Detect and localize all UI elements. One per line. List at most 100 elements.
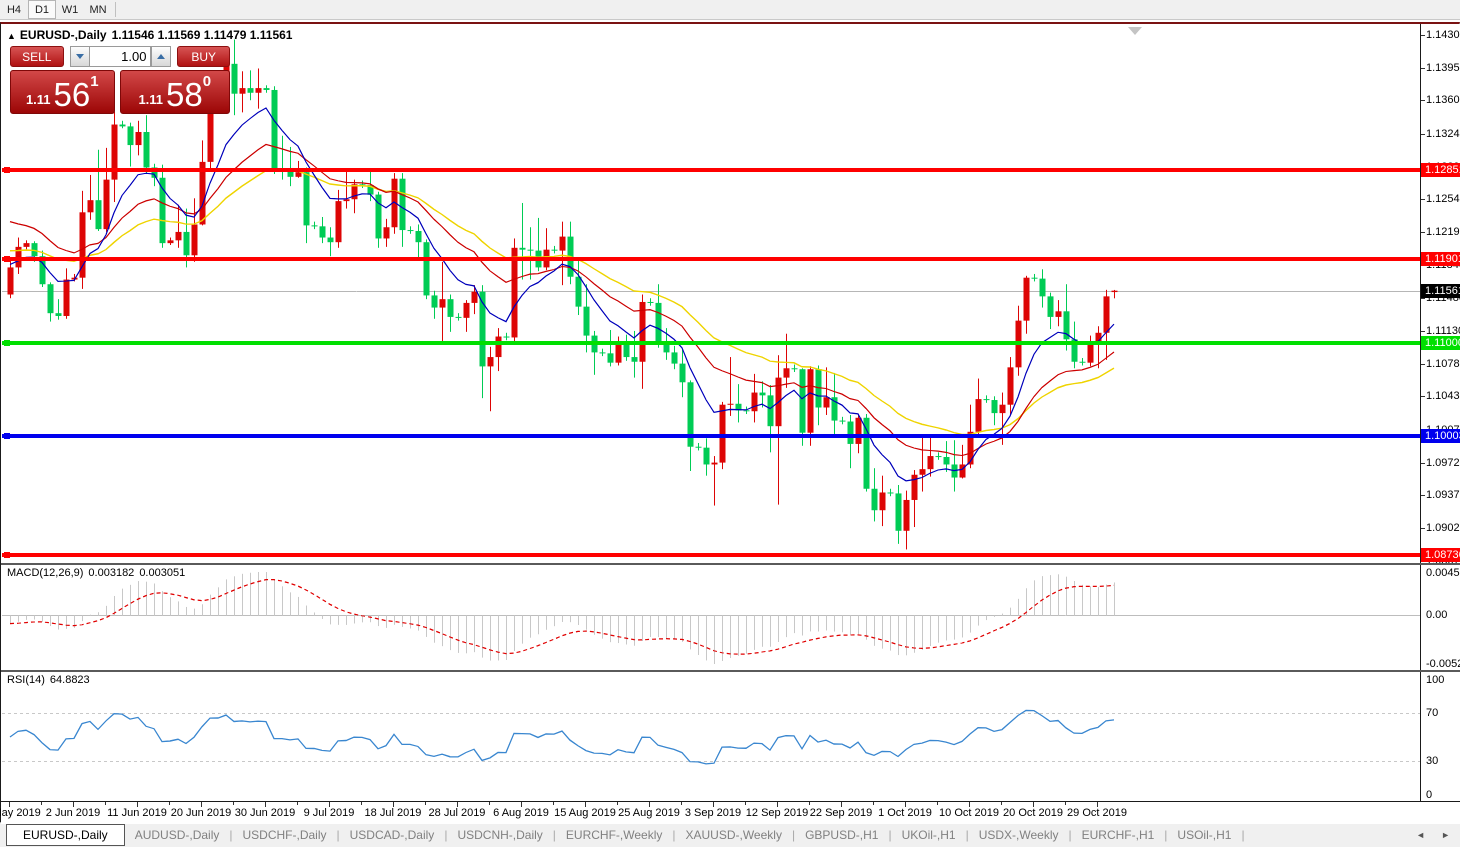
price-axis-label: 1.12540 bbox=[1426, 193, 1460, 206]
date-axis-label: 6 Aug 2019 bbox=[493, 807, 549, 819]
time-axis-tick bbox=[361, 802, 362, 805]
sell-button[interactable]: SELL bbox=[10, 46, 64, 67]
chart-tab-xauusd-weekly[interactable]: XAUUSD-,Weekly bbox=[685, 828, 782, 842]
date-axis-label: 25 Aug 2019 bbox=[618, 807, 680, 819]
chart-tab-eurusd-daily[interactable]: EURUSD-,Daily bbox=[6, 824, 125, 846]
price-axis-label: 1.13240 bbox=[1426, 127, 1460, 140]
time-axis-tick bbox=[1065, 802, 1066, 805]
time-axis-tick bbox=[393, 802, 394, 807]
price-axis[interactable]: 1.143001.139501.136001.132401.128901.125… bbox=[1420, 24, 1460, 801]
timeframe-button-mn[interactable]: MN bbox=[84, 0, 112, 19]
volume-input[interactable] bbox=[89, 46, 152, 67]
date-axis-label: 28 Jul 2019 bbox=[428, 807, 486, 819]
buy-button[interactable]: BUY bbox=[177, 46, 230, 67]
sell-price-display[interactable]: 1.11 56 1 bbox=[10, 70, 115, 114]
timeframe-button-w1[interactable]: W1 bbox=[56, 0, 84, 19]
date-axis-label: 15 Aug 2019 bbox=[554, 807, 616, 819]
chart-tab-ukoil-h1[interactable]: UKOil-,H1 bbox=[901, 828, 956, 842]
volume-increase-button[interactable] bbox=[151, 46, 172, 67]
timeframe-button-h4[interactable]: H4 bbox=[0, 0, 28, 19]
price-axis-label: 1.12190 bbox=[1426, 225, 1460, 238]
time-axis-tick bbox=[713, 802, 714, 807]
chart-tab-usdcnh-daily[interactable]: USDCNH-,Daily bbox=[457, 828, 543, 842]
time-axis-tick bbox=[841, 802, 842, 807]
buy-price-point: 0 bbox=[202, 73, 212, 90]
macd-signal-value: 0.003051 bbox=[139, 567, 186, 579]
tab-separator: | bbox=[672, 828, 676, 842]
date-axis-label: 29 Oct 2019 bbox=[1067, 807, 1127, 819]
date-axis-label: 3 Sep 2019 bbox=[684, 807, 742, 819]
timeframe-button-d1[interactable]: D1 bbox=[28, 0, 56, 19]
date-axis-label: 18 Jul 2019 bbox=[364, 807, 422, 819]
price-axis-tick bbox=[1421, 133, 1425, 135]
time-axis-tick bbox=[745, 802, 746, 805]
tab-scroll-right-icon[interactable]: ► bbox=[1441, 830, 1450, 840]
timeframe-toolbar: H4 D1 W1 MN bbox=[0, 0, 1460, 20]
time-axis-tick bbox=[201, 802, 202, 807]
chart-ohlc-values: 1.11546 1.11569 1.11479 1.11561 bbox=[111, 28, 293, 42]
rsi-axis-label: 70 bbox=[1426, 707, 1439, 719]
time-axis-tick bbox=[649, 802, 650, 807]
time-axis-tick bbox=[1033, 802, 1034, 807]
macd-indicator-label: MACD(12,26,9) 0.003182 0.003051 bbox=[7, 567, 185, 579]
date-axis-label: 20 Jun 2019 bbox=[170, 807, 232, 819]
rsi-pane-canvas[interactable] bbox=[2, 673, 1420, 801]
tab-separator: | bbox=[444, 828, 448, 842]
date-axis-label: 9 Jul 2019 bbox=[303, 807, 355, 819]
price-axis-tick bbox=[1421, 100, 1425, 102]
tab-separator: | bbox=[1068, 828, 1072, 842]
collapse-panel-icon[interactable]: ▲ bbox=[7, 31, 16, 41]
buy-price-pips: 58 bbox=[166, 76, 203, 113]
chart-title: ▲ EURUSD-,Daily 1.11546 1.11569 1.11479 1.… bbox=[7, 28, 292, 42]
rsi-axis-label: 100 bbox=[1426, 674, 1445, 686]
rsi-name: RSI(14) bbox=[7, 674, 45, 686]
chart-tab-audusd-daily[interactable]: AUDUSD-,Daily bbox=[134, 828, 220, 842]
macd-axis-min: -0.005205 bbox=[1426, 658, 1460, 670]
volume-decrease-button[interactable] bbox=[69, 46, 90, 67]
toolbar-separator bbox=[115, 2, 116, 17]
chart-tab-usdchf-daily[interactable]: USDCHF-,Daily bbox=[242, 828, 327, 842]
time-axis-tick bbox=[905, 802, 906, 807]
price-axis-tick bbox=[1421, 199, 1425, 201]
sell-price-pips: 56 bbox=[53, 76, 91, 113]
hline-price-label: 1.11000 bbox=[1421, 336, 1460, 351]
chart-tab-usdcad-daily[interactable]: USDCAD-,Daily bbox=[349, 828, 435, 842]
time-axis-tick bbox=[873, 802, 874, 805]
time-axis-tick bbox=[265, 802, 266, 807]
time-axis-tick bbox=[553, 802, 554, 805]
chart-tab-usdx-weekly[interactable]: USDX-,Weekly bbox=[978, 828, 1059, 842]
macd-axis-max: 0.004536 bbox=[1426, 567, 1460, 579]
tab-scroll-buttons: ◄ ► bbox=[1416, 830, 1450, 840]
rsi-indicator-label: RSI(14) 64.8823 bbox=[7, 674, 90, 686]
chevron-up-icon bbox=[157, 54, 166, 59]
macd-axis-zero: 0.00 bbox=[1426, 609, 1448, 621]
price-axis-tick bbox=[1421, 363, 1425, 365]
tab-scroll-left-icon[interactable]: ◄ bbox=[1416, 830, 1426, 840]
sell-price-prefix: 1.11 bbox=[25, 92, 51, 107]
date-axis-label: 1 Oct 2019 bbox=[878, 807, 932, 819]
time-axis-tick bbox=[617, 802, 618, 805]
date-axis-label: 23 May 2019 bbox=[0, 807, 41, 819]
chart-tab-eurchf-h1[interactable]: EURCHF-,H1 bbox=[1081, 828, 1155, 842]
price-axis-tick bbox=[1421, 330, 1425, 332]
time-axis-tick bbox=[9, 802, 10, 807]
tab-separator: | bbox=[965, 828, 969, 842]
time-axis-tick bbox=[489, 802, 490, 805]
buy-price-display[interactable]: 1.11 58 0 bbox=[119, 70, 230, 114]
macd-pane-canvas[interactable] bbox=[2, 566, 1420, 670]
rsi-value: 64.8823 bbox=[49, 674, 90, 686]
pane-splitter[interactable] bbox=[1, 670, 1460, 672]
chart-tab-gbpusd-h1[interactable]: GBPUSD-,H1 bbox=[805, 828, 879, 842]
chart-shift-end-icon[interactable] bbox=[1128, 27, 1142, 35]
chart-tab-eurchf-weekly[interactable]: EURCHF-,Weekly bbox=[565, 828, 663, 842]
date-axis-label: 20 Oct 2019 bbox=[1003, 807, 1063, 819]
price-axis-tick bbox=[1421, 527, 1425, 529]
price-axis-label: 1.13600 bbox=[1426, 94, 1460, 107]
pane-splitter[interactable] bbox=[1, 563, 1460, 565]
price-pane-canvas[interactable] bbox=[2, 26, 1420, 563]
chart-tab-usoil-h1[interactable]: USOil-,H1 bbox=[1177, 828, 1232, 842]
